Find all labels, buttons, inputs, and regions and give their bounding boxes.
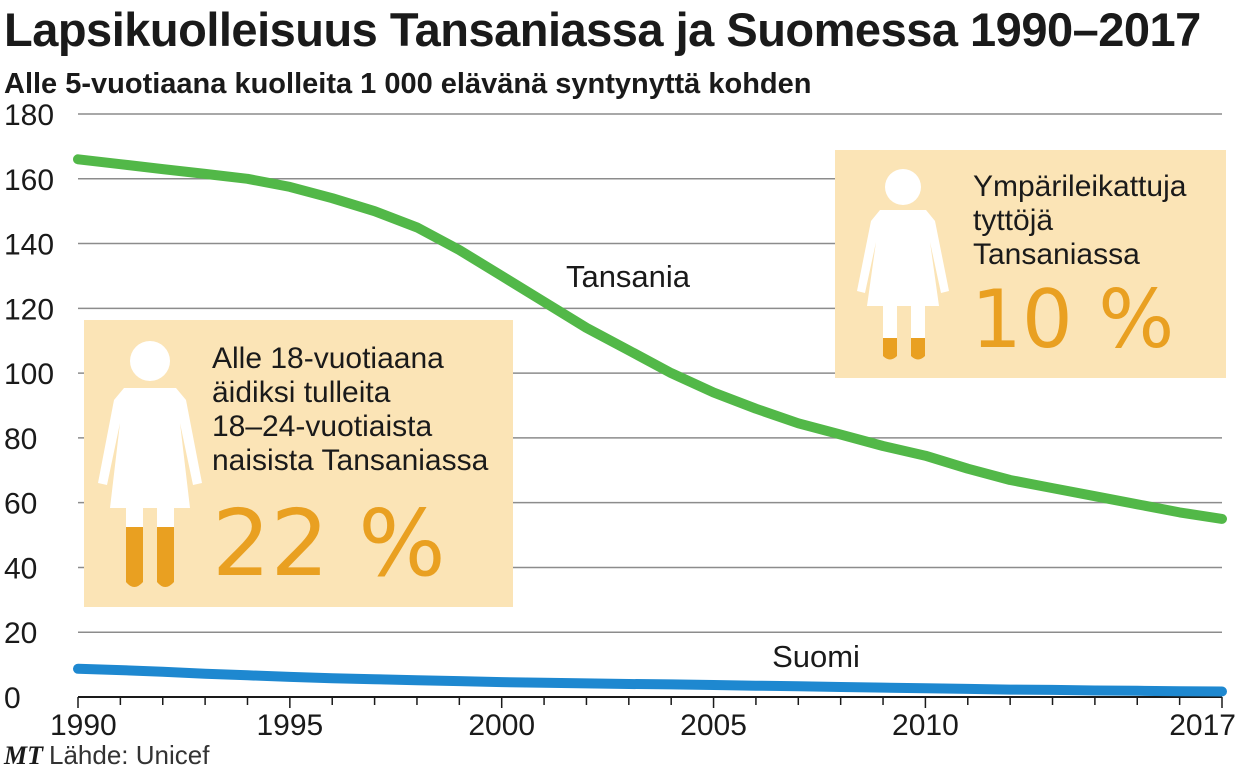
series-line-suomi bbox=[73, 663, 1227, 697]
x-tick-label: 2017 bbox=[1169, 709, 1236, 742]
girl-figure-icon bbox=[857, 169, 949, 360]
y-tick-label: 40 bbox=[4, 552, 37, 585]
chart-subtitle: Alle 5-vuotiaana kuolleita 1 000 elävänä… bbox=[4, 68, 812, 100]
series-line-tansania bbox=[73, 154, 1227, 524]
y-tick-label: 20 bbox=[4, 617, 37, 650]
fgm-text: Ympärileikattuja tyttöjä Tansaniassa bbox=[973, 170, 1186, 272]
x-tick-label: 2000 bbox=[468, 709, 535, 742]
card-text-line: Ympärileikattuja bbox=[973, 170, 1187, 203]
teen-mothers-text: Alle 18-vuotiaana äidiksi tulleita 18–24… bbox=[212, 342, 488, 478]
x-tick-label: 1990 bbox=[50, 709, 117, 742]
card-text-line: Tansaniassa bbox=[973, 238, 1140, 271]
source-note: MT Lähde: Unicef bbox=[4, 740, 209, 771]
x-tick-label: 2010 bbox=[892, 709, 959, 742]
x-axis: 1990 1995 2000 2005 2010 2017 bbox=[50, 696, 1236, 742]
series-labels: Tansania Suomi bbox=[566, 259, 860, 674]
card-text-line: äidiksi tulleita bbox=[212, 376, 391, 409]
y-tick-label: 140 bbox=[4, 229, 54, 262]
y-tick-label: 0 bbox=[4, 682, 21, 715]
teen-mothers-card: Alle 18-vuotiaana äidiksi tulleita 18–24… bbox=[84, 320, 513, 607]
series-lines bbox=[73, 154, 1227, 697]
y-tick-label: 80 bbox=[4, 423, 37, 456]
y-tick-label: 160 bbox=[4, 164, 54, 197]
source-text: Lähde: Unicef bbox=[49, 740, 210, 770]
series-label-suomi: Suomi bbox=[772, 639, 860, 674]
y-tick-label: 100 bbox=[4, 358, 54, 391]
x-tick-label: 2005 bbox=[680, 709, 747, 742]
y-tick-label: 120 bbox=[4, 293, 54, 326]
y-tick-label: 180 bbox=[4, 99, 54, 132]
y-tick-label: 60 bbox=[4, 488, 37, 521]
fgm-value: 10 % bbox=[971, 273, 1175, 366]
girl-figure-icon bbox=[98, 341, 202, 587]
x-tick-label: 1995 bbox=[256, 709, 323, 742]
y-axis-ticks: 0 20 40 60 80 100 120 140 160 180 bbox=[4, 99, 54, 715]
card-text-line: naisista Tansaniassa bbox=[212, 444, 489, 477]
card-text-line: Alle 18-vuotiaana bbox=[212, 342, 444, 375]
card-text-line: tyttöjä bbox=[973, 204, 1054, 237]
series-label-tansania: Tansania bbox=[566, 259, 691, 294]
chart-title: Lapsikuolleisuus Tansaniassa ja Suomessa… bbox=[4, 3, 1201, 56]
card-text-line: 18–24-vuotiaista bbox=[212, 410, 433, 443]
brand-logo: MT bbox=[4, 741, 43, 770]
fgm-card: Ympärileikattuja tyttöjä Tansaniassa 10 … bbox=[835, 150, 1226, 378]
teen-mothers-value: 22 % bbox=[212, 490, 446, 597]
